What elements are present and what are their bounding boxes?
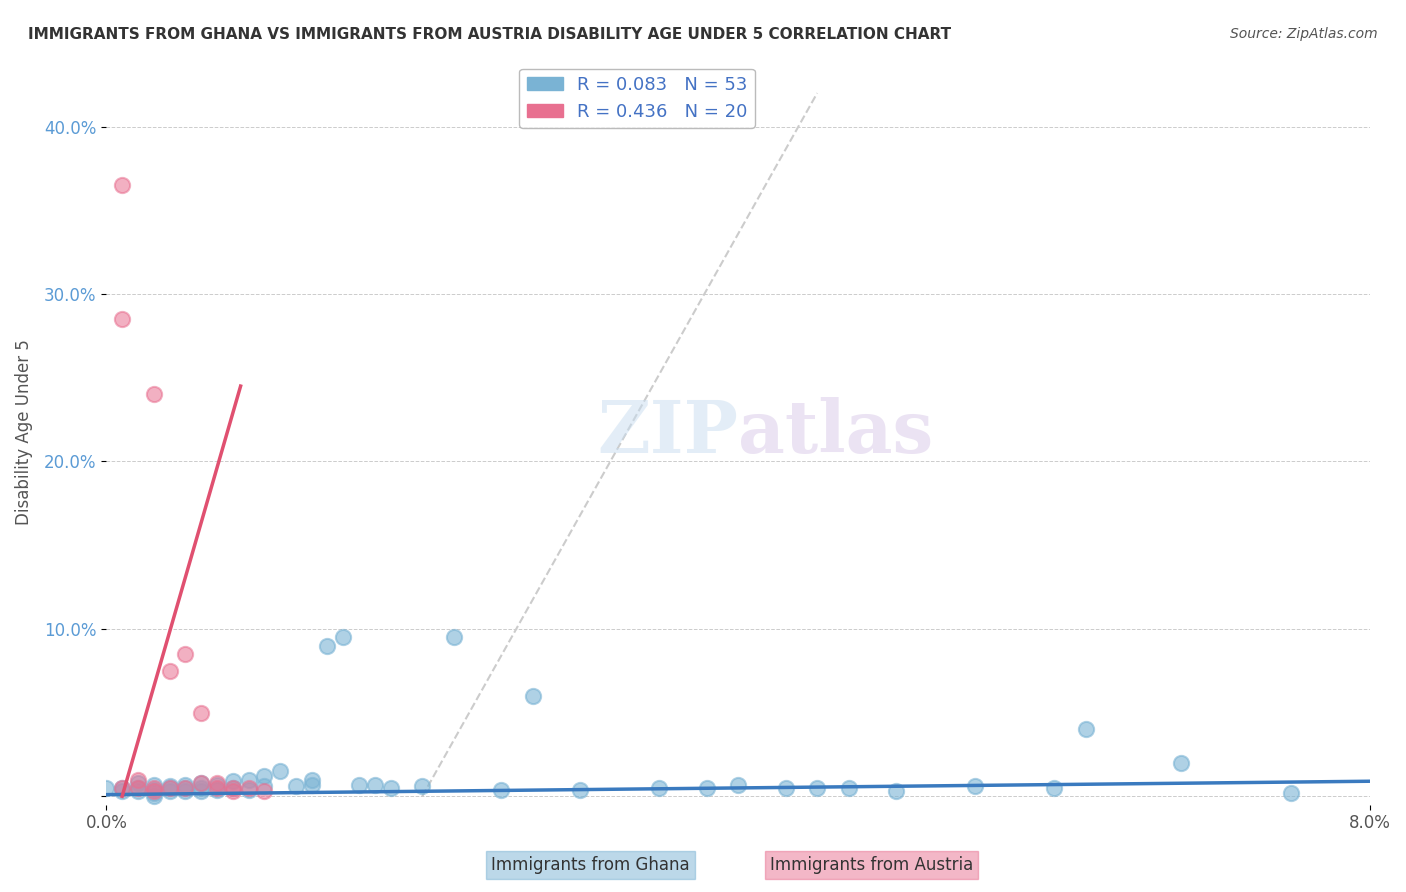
Point <box>159 780 181 795</box>
Y-axis label: Disability Age Under 5: Disability Age Under 5 <box>15 339 32 525</box>
Point <box>159 664 181 678</box>
Point <box>142 387 165 401</box>
Point <box>190 776 212 790</box>
Point <box>253 784 276 798</box>
Point <box>222 780 245 795</box>
Point <box>238 780 260 795</box>
Text: ZIP: ZIP <box>598 397 738 467</box>
Point <box>96 780 118 795</box>
Point <box>806 780 828 795</box>
Point <box>380 780 402 795</box>
Point <box>838 780 860 795</box>
Point <box>142 784 165 798</box>
Point <box>1279 786 1302 800</box>
Point <box>411 779 433 793</box>
Point <box>190 784 212 798</box>
Point <box>190 776 212 790</box>
Point <box>269 764 291 779</box>
Point <box>222 784 245 798</box>
Point <box>205 778 228 792</box>
Point <box>159 779 181 793</box>
Point <box>238 772 260 787</box>
Point <box>142 778 165 792</box>
Point <box>205 780 228 795</box>
Point <box>1074 723 1097 737</box>
Legend: R = 0.083   N = 53, R = 0.436   N = 20: R = 0.083 N = 53, R = 0.436 N = 20 <box>519 69 755 128</box>
Point <box>491 782 513 797</box>
Point <box>238 782 260 797</box>
Point <box>142 780 165 795</box>
Point <box>443 630 465 644</box>
Point <box>159 780 181 795</box>
Point <box>111 784 134 798</box>
Point <box>127 776 149 790</box>
Point <box>111 178 134 193</box>
Point <box>253 779 276 793</box>
Point <box>522 689 544 703</box>
Point <box>332 630 354 644</box>
Point <box>727 778 749 792</box>
Point <box>127 784 149 798</box>
Point <box>127 780 149 795</box>
Point <box>174 780 197 795</box>
Point <box>190 706 212 720</box>
Text: atlas: atlas <box>738 397 934 467</box>
Point <box>301 778 323 792</box>
Point <box>205 782 228 797</box>
Point <box>174 784 197 798</box>
Point <box>965 779 987 793</box>
Point <box>205 776 228 790</box>
Point <box>284 779 307 793</box>
Point <box>159 784 181 798</box>
Point <box>648 780 671 795</box>
Point <box>142 786 165 800</box>
Point <box>1043 780 1066 795</box>
Point <box>1170 756 1192 770</box>
Point <box>569 782 592 797</box>
Point <box>111 780 134 795</box>
Point <box>111 780 134 795</box>
Point <box>884 784 907 798</box>
Point <box>696 780 718 795</box>
Point <box>142 782 165 797</box>
Point <box>301 772 323 787</box>
Point <box>174 647 197 661</box>
Point <box>127 772 149 787</box>
Text: IMMIGRANTS FROM GHANA VS IMMIGRANTS FROM AUSTRIA DISABILITY AGE UNDER 5 CORRELAT: IMMIGRANTS FROM GHANA VS IMMIGRANTS FROM… <box>28 27 952 42</box>
Point <box>174 778 197 792</box>
Text: Immigrants from Austria: Immigrants from Austria <box>770 855 973 873</box>
Point <box>222 780 245 795</box>
Text: Source: ZipAtlas.com: Source: ZipAtlas.com <box>1230 27 1378 41</box>
Point <box>127 780 149 795</box>
Point <box>347 778 370 792</box>
Text: Immigrants from Ghana: Immigrants from Ghana <box>491 855 690 873</box>
Point <box>222 774 245 789</box>
Point <box>142 789 165 804</box>
Point <box>364 778 387 792</box>
Point <box>253 769 276 783</box>
Point <box>174 780 197 795</box>
Point <box>190 780 212 795</box>
Point <box>111 312 134 326</box>
Point <box>316 639 339 653</box>
Point <box>775 780 797 795</box>
